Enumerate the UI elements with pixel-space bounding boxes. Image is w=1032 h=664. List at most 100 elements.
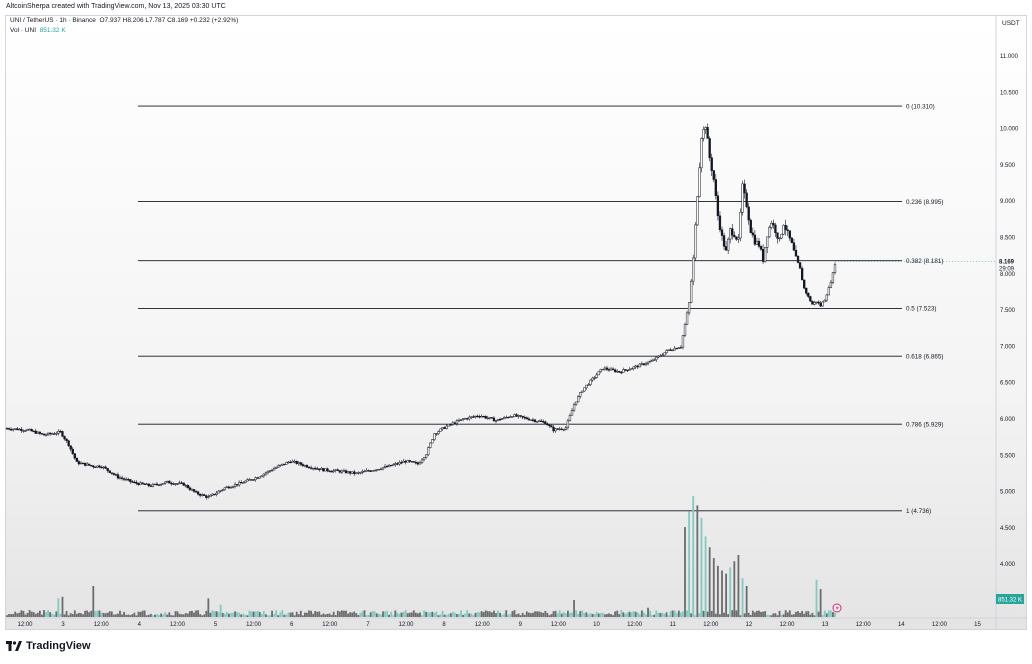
candle [330,470,333,473]
candle [145,482,148,485]
candle [466,417,469,421]
volume-bar [614,611,617,617]
candle [784,219,787,236]
volume-bar [382,611,384,617]
candle [523,415,526,420]
volume-bar [22,610,25,617]
volume-bar [28,610,31,617]
volume-bar [24,614,27,617]
candle [702,126,705,142]
candle-body [698,167,701,197]
candle-body [447,424,450,427]
volume-bar [207,598,210,617]
volume-bar [758,610,760,617]
volume-bar [51,613,54,617]
candle [309,465,313,470]
volume-bar [583,612,586,617]
tradingview-logo-icon [6,641,22,651]
volume-bar [262,611,265,617]
volume-bar [63,614,66,617]
volume-bar [377,614,380,617]
volume-bar [747,612,750,617]
candle [427,446,430,456]
candle [424,454,428,459]
candle-body [505,416,508,419]
volume-bar [41,614,43,617]
candle [537,419,541,422]
candle [638,362,641,368]
volume-bar [285,614,288,617]
candle [474,415,477,419]
volume-bar [645,614,647,617]
volume-bar [692,496,695,617]
candle-body [605,367,609,370]
volume-bar [345,610,347,617]
candle [805,287,808,296]
candle-body [478,416,481,418]
candle-body [305,465,309,468]
candle [293,459,296,464]
candle-body [624,369,627,371]
tradingview-branding[interactable]: TradingView [6,640,91,652]
volume-bar [817,611,820,617]
candle [548,423,551,428]
candle [221,489,224,492]
price-tick-label: 5.500 [1000,453,1016,459]
candle [153,483,157,486]
volume-bar [809,614,812,617]
candle [73,453,76,460]
volume-bar [104,613,107,617]
volume-bar [184,613,187,617]
candle [605,365,609,372]
time-tick-label: 8 [442,622,446,628]
volume-bar [330,614,333,617]
candle-body [626,369,629,372]
volume-bar [499,612,502,617]
volume-bar [75,613,78,617]
candle-body [433,433,436,440]
candle-body [392,464,395,466]
candle-body [314,467,317,470]
candle [24,429,27,432]
candle [55,431,58,436]
candle-body [792,242,796,251]
candle-body [790,237,794,243]
volume-bar [43,610,45,617]
candle-body [614,369,617,373]
volume-bar [632,610,635,617]
candle-body [96,465,99,468]
volume-bar [170,615,173,617]
volume-bar [647,607,649,617]
volume-bar [129,615,132,617]
candle-body [424,454,428,458]
candle-body [217,490,220,494]
candle-body [519,415,522,417]
chart-frame[interactable] [5,15,1027,630]
candle-body [515,414,518,417]
candle [75,457,79,462]
volume-bar [468,613,471,617]
candle [650,358,654,362]
candle-body [270,469,274,472]
candle [457,418,461,422]
candle-body [422,457,426,461]
volume-bar [47,610,49,617]
candle [778,237,781,242]
volume-bar [388,614,391,617]
volume-bar [34,613,37,617]
candle-body [388,464,391,467]
candle [18,428,21,431]
candle-body [548,424,551,427]
candle-body [404,460,407,463]
candle [696,196,699,226]
volume-bar [768,614,771,617]
volume-tag-bg [996,594,1024,604]
volume-bar [626,612,629,617]
candle-body [669,349,672,351]
volume-bar [369,612,372,617]
candle-body [622,369,625,373]
volume-bar [172,615,175,617]
volume-bar [332,611,335,617]
candle-body [24,430,27,432]
